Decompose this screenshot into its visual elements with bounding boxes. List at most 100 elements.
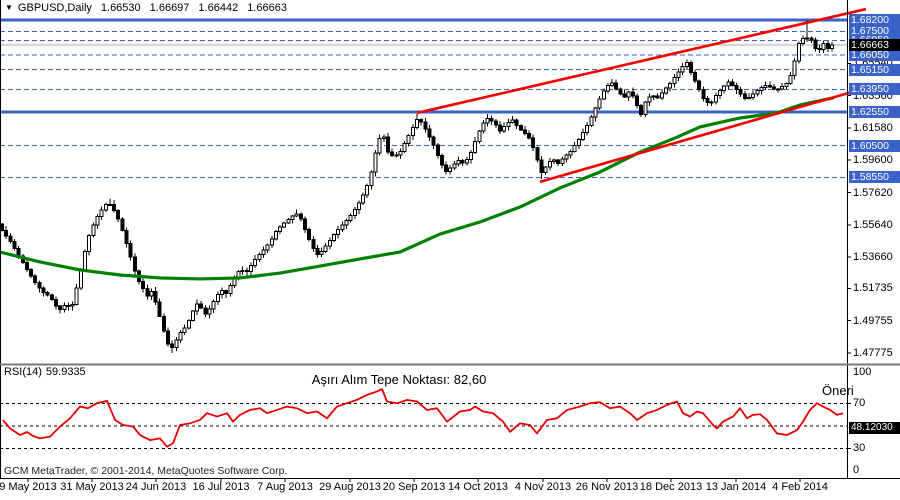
candle-body bbox=[99, 209, 104, 218]
candle-body bbox=[825, 43, 830, 49]
candle-body bbox=[672, 77, 677, 84]
candle-body bbox=[755, 90, 760, 95]
candle-body bbox=[751, 93, 756, 98]
candle-body bbox=[178, 331, 183, 341]
candle-body bbox=[107, 203, 112, 206]
candle-body bbox=[190, 310, 195, 322]
candle-body bbox=[522, 129, 527, 134]
candle-body bbox=[195, 303, 200, 312]
candle-body bbox=[493, 120, 498, 126]
candle-body bbox=[332, 234, 336, 241]
candle-body bbox=[62, 305, 67, 310]
candle-body bbox=[676, 71, 681, 79]
candle-body bbox=[348, 214, 353, 222]
candle-body bbox=[747, 96, 751, 100]
candle-body bbox=[489, 117, 494, 122]
candle-body bbox=[572, 145, 577, 152]
candle-body bbox=[244, 270, 249, 273]
candle-body bbox=[763, 85, 768, 88]
candle-body bbox=[610, 82, 615, 87]
candle-body bbox=[157, 301, 162, 317]
candle-body bbox=[460, 159, 465, 164]
candle-body bbox=[369, 171, 374, 187]
candle-body bbox=[37, 281, 42, 289]
candle-body bbox=[643, 101, 648, 115]
candle-body bbox=[132, 256, 137, 272]
x-axis-label: 31 May 2013 bbox=[60, 481, 124, 493]
candle-body bbox=[531, 137, 536, 149]
candle-body bbox=[273, 230, 278, 240]
candle-body bbox=[477, 130, 482, 142]
candle-body bbox=[290, 215, 295, 220]
candle-body bbox=[224, 290, 229, 295]
candle-body bbox=[311, 239, 316, 250]
rsi-value: 59.9335 bbox=[45, 366, 86, 378]
price-level-label: 1.66050 bbox=[849, 49, 900, 62]
candle-body bbox=[792, 60, 797, 76]
candle-body bbox=[464, 159, 469, 164]
x-axis-label: 18 Dec 2013 bbox=[639, 481, 703, 493]
symbol-dropdown-icon[interactable]: ▼ bbox=[5, 3, 13, 12]
candle-body bbox=[91, 224, 96, 236]
candle-body bbox=[597, 98, 602, 109]
rsi-scale-label: 100 bbox=[852, 366, 873, 378]
rsi-line bbox=[2, 388, 844, 448]
candle-body bbox=[199, 303, 204, 309]
candle-body bbox=[742, 93, 747, 100]
trendline[interactable] bbox=[416, 7, 867, 115]
candle-body bbox=[219, 290, 224, 296]
candle-body bbox=[767, 85, 772, 88]
candle-body bbox=[385, 136, 390, 153]
candle-body bbox=[659, 92, 664, 99]
candle-body bbox=[261, 249, 266, 255]
candle-body bbox=[556, 159, 561, 164]
x-axis-label: 16 Jul 2013 bbox=[192, 481, 250, 493]
candle-body bbox=[365, 185, 370, 196]
candle-body bbox=[95, 216, 100, 226]
candle-body bbox=[45, 291, 50, 296]
candle-body bbox=[622, 93, 627, 98]
candle-body bbox=[265, 244, 270, 251]
candle-body bbox=[639, 104, 644, 115]
price-scale-label: 1.55640 bbox=[852, 218, 894, 231]
price-level-label: 1.63950 bbox=[849, 83, 900, 96]
candle-body bbox=[4, 229, 9, 237]
candle-body bbox=[398, 150, 403, 156]
candle-body bbox=[249, 264, 253, 272]
candle-body bbox=[664, 87, 668, 94]
candle-body bbox=[709, 101, 714, 104]
candle-body bbox=[340, 224, 345, 231]
x-axis-label: 9 May 2013 bbox=[0, 481, 57, 493]
trendline[interactable] bbox=[539, 86, 867, 184]
candle-body bbox=[141, 281, 146, 290]
candle-body bbox=[427, 128, 432, 138]
price-scale-label: 1.51735 bbox=[852, 282, 894, 295]
candle-body bbox=[473, 140, 478, 154]
candle-body bbox=[543, 166, 548, 174]
candle-body bbox=[286, 218, 291, 224]
ohlc-open: 1.66530 bbox=[100, 1, 141, 14]
candle-body bbox=[120, 218, 125, 232]
candle-body bbox=[228, 285, 233, 295]
overbought-annotation: Aşırı Alım Tepe Noktası: 82,60 bbox=[311, 372, 487, 387]
candle-body bbox=[282, 222, 287, 228]
candle-body bbox=[634, 95, 639, 106]
ohlc-close: 1.66663 bbox=[247, 1, 287, 14]
candle-body bbox=[551, 159, 556, 163]
candle-body bbox=[651, 95, 656, 98]
candle-body bbox=[16, 248, 21, 257]
candle-body bbox=[103, 204, 108, 211]
price-scale-label: 1.53660 bbox=[852, 251, 894, 264]
candle-body bbox=[166, 330, 170, 345]
price-scale-label: 1.47775 bbox=[852, 347, 894, 360]
candle-body bbox=[302, 218, 307, 230]
candle-body bbox=[444, 164, 449, 173]
ohlc-high: 1.66697 bbox=[149, 1, 190, 14]
candle-body bbox=[697, 80, 702, 90]
candle-body bbox=[693, 72, 698, 82]
moving-average-line[interactable] bbox=[0, 96, 835, 281]
candle-body bbox=[186, 320, 191, 329]
price-scale-label: 1.49755 bbox=[852, 314, 894, 327]
candle-body bbox=[174, 339, 179, 348]
